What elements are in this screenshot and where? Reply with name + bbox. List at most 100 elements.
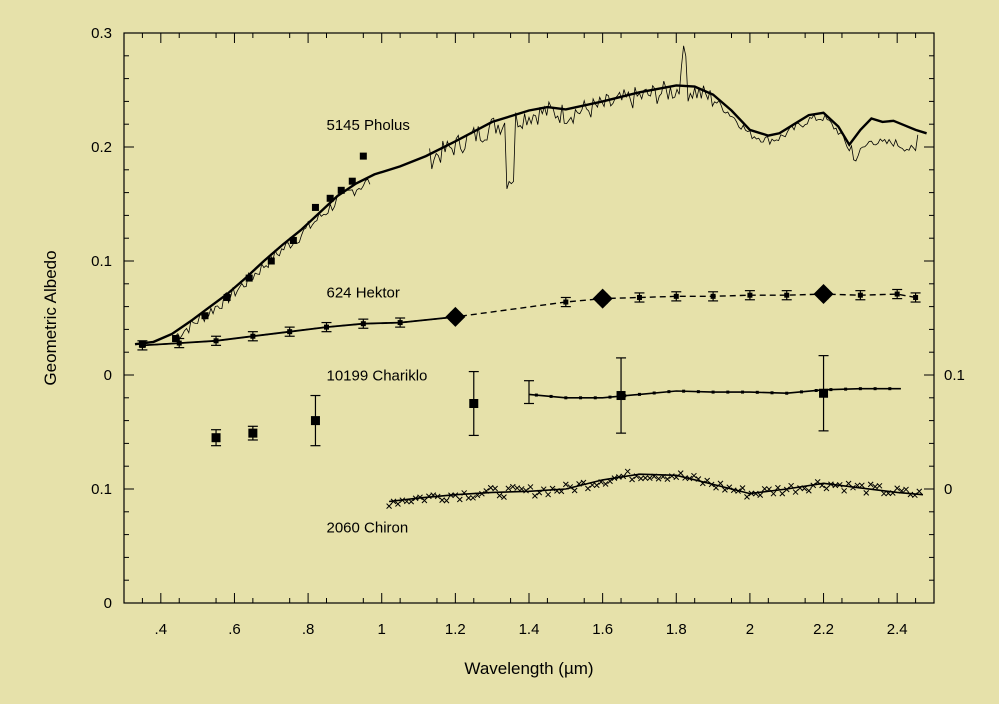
chiron-data-point	[448, 492, 454, 499]
x-tick-label: .6	[228, 621, 241, 638]
chariklo-spectrum-point	[549, 394, 553, 398]
chariklo-spectrum-point	[534, 393, 538, 397]
chiron-data-point	[664, 476, 671, 482]
chiron-data-point	[748, 490, 755, 497]
pholus-data-point	[267, 257, 275, 265]
x-tick-label: 1	[378, 621, 386, 638]
chariklo-spectrum-point	[888, 387, 892, 391]
chiron-data-point	[889, 490, 896, 496]
series-label-624-hektor: 624 Hektor	[327, 284, 400, 301]
series-label-5145-pholus: 5145 Pholus	[327, 117, 410, 134]
y-tick-label: 0.2	[91, 139, 112, 156]
chiron-data-point	[408, 498, 415, 505]
chiron-data-point	[509, 483, 516, 490]
chiron-data-point	[788, 482, 794, 489]
chiron-data-point	[426, 493, 432, 500]
chariklo-spectrum-point	[785, 391, 789, 395]
chiron-data-point	[867, 481, 874, 488]
chariklo-spectrum-point	[858, 387, 862, 391]
chiron-data-point	[496, 492, 503, 499]
pholus-data-point	[337, 186, 345, 194]
chiron-data-point	[872, 483, 878, 490]
chiron-data-point	[717, 480, 724, 487]
chiron-data-point	[836, 481, 843, 488]
chiron-data-point	[823, 485, 830, 492]
y-tick-label: 0.3	[91, 25, 112, 42]
chiron-data-point	[876, 482, 883, 489]
chariklo-data-point	[211, 433, 221, 443]
chiron-data-point	[646, 475, 653, 481]
chiron-data-point	[505, 485, 512, 492]
chiron-data-point	[642, 475, 649, 481]
chiron-data-point	[730, 487, 737, 494]
chiron-data-point	[461, 490, 468, 496]
chariklo-spectrum-point	[637, 392, 641, 396]
chiron-data-point	[655, 475, 662, 482]
chiron-data-point	[430, 492, 437, 498]
chiron-data-point	[757, 492, 764, 498]
chiron-data-point	[593, 482, 600, 489]
chariklo-spectrum-point	[579, 396, 583, 400]
hektor-diamond-point	[445, 306, 466, 327]
y-tick-label: 0.1	[91, 481, 112, 498]
y-axis-title: Geometric Albedo	[41, 250, 60, 385]
chiron-data-point	[673, 474, 680, 481]
chiron-model-line	[389, 473, 924, 503]
chiron-data-point	[615, 474, 622, 480]
chiron-data-point	[695, 476, 702, 482]
chiron-data-point	[629, 476, 635, 483]
chiron-data-point	[567, 484, 574, 490]
chiron-data-point	[536, 489, 543, 496]
chiron-data-point	[752, 490, 759, 497]
chiron-data-point	[722, 487, 728, 493]
chiron-data-point	[598, 479, 605, 485]
chariklo-spectrum-point	[844, 387, 848, 391]
right-tick-label: 0	[944, 481, 952, 498]
chiron-data-point	[713, 484, 719, 491]
x-tick-label: 1.8	[666, 621, 687, 638]
chariklo-spectrum-point	[652, 391, 656, 395]
chiron-data-point	[434, 493, 441, 500]
series-label-10199-chariklo: 10199 Chariklo	[327, 368, 428, 385]
pholus-spectrum	[429, 45, 919, 190]
chariklo-spectrum-point	[682, 389, 686, 393]
x-tick-label: .4	[155, 621, 168, 638]
hektor-diamond-point	[813, 284, 834, 305]
chiron-data-point	[540, 486, 547, 493]
chiron-data-point	[576, 481, 582, 487]
chiron-data-point	[545, 491, 551, 498]
chiron-data-point	[907, 491, 914, 498]
chiron-data-point	[386, 503, 392, 509]
chariklo-spectrum-point	[696, 390, 700, 394]
pholus-data-point	[201, 312, 209, 320]
chariklo-data-point	[248, 428, 258, 438]
chariklo-spectrum-point	[564, 396, 568, 400]
pholus-model-line	[134, 84, 927, 346]
chiron-data-point	[624, 468, 631, 475]
chiron-data-point	[686, 475, 693, 482]
chiron-data-point	[456, 496, 463, 503]
x-tick-label: 2.2	[813, 621, 834, 638]
chariklo-spectrum-point	[770, 391, 774, 395]
chiron-data-point	[858, 482, 865, 489]
chariklo-data-point	[469, 399, 479, 408]
series-layer	[134, 45, 927, 509]
chiron-data-point	[470, 494, 476, 501]
tick-labels: .4 .6 .8 1 1.2 1.4 1.6 1.8 2 2.2 2.4 0.3 0.2 0.1 0 0.1 0…	[91, 25, 965, 638]
chariklo-spectrum-point	[726, 390, 730, 394]
x-tick-label: 2.4	[887, 621, 908, 638]
chariklo-spectrum-point	[755, 390, 759, 394]
chiron-data-point	[585, 485, 591, 492]
chiron-data-point	[523, 487, 529, 494]
chiron-data-point	[571, 487, 578, 494]
chiron-data-point	[845, 480, 852, 487]
chiron-data-point	[677, 470, 684, 477]
chiron-data-point	[894, 485, 901, 492]
chariklo-data-point	[310, 416, 320, 426]
hektor-dashed-line	[142, 293, 916, 347]
chiron-data-point	[417, 494, 423, 501]
chiron-data-point	[850, 484, 856, 491]
chiron-data-point	[501, 494, 507, 501]
x-tick-label: .8	[302, 621, 315, 638]
